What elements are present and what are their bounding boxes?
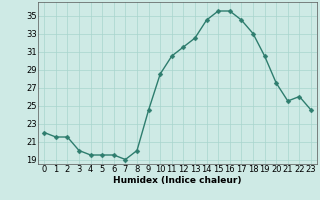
X-axis label: Humidex (Indice chaleur): Humidex (Indice chaleur)	[113, 176, 242, 185]
